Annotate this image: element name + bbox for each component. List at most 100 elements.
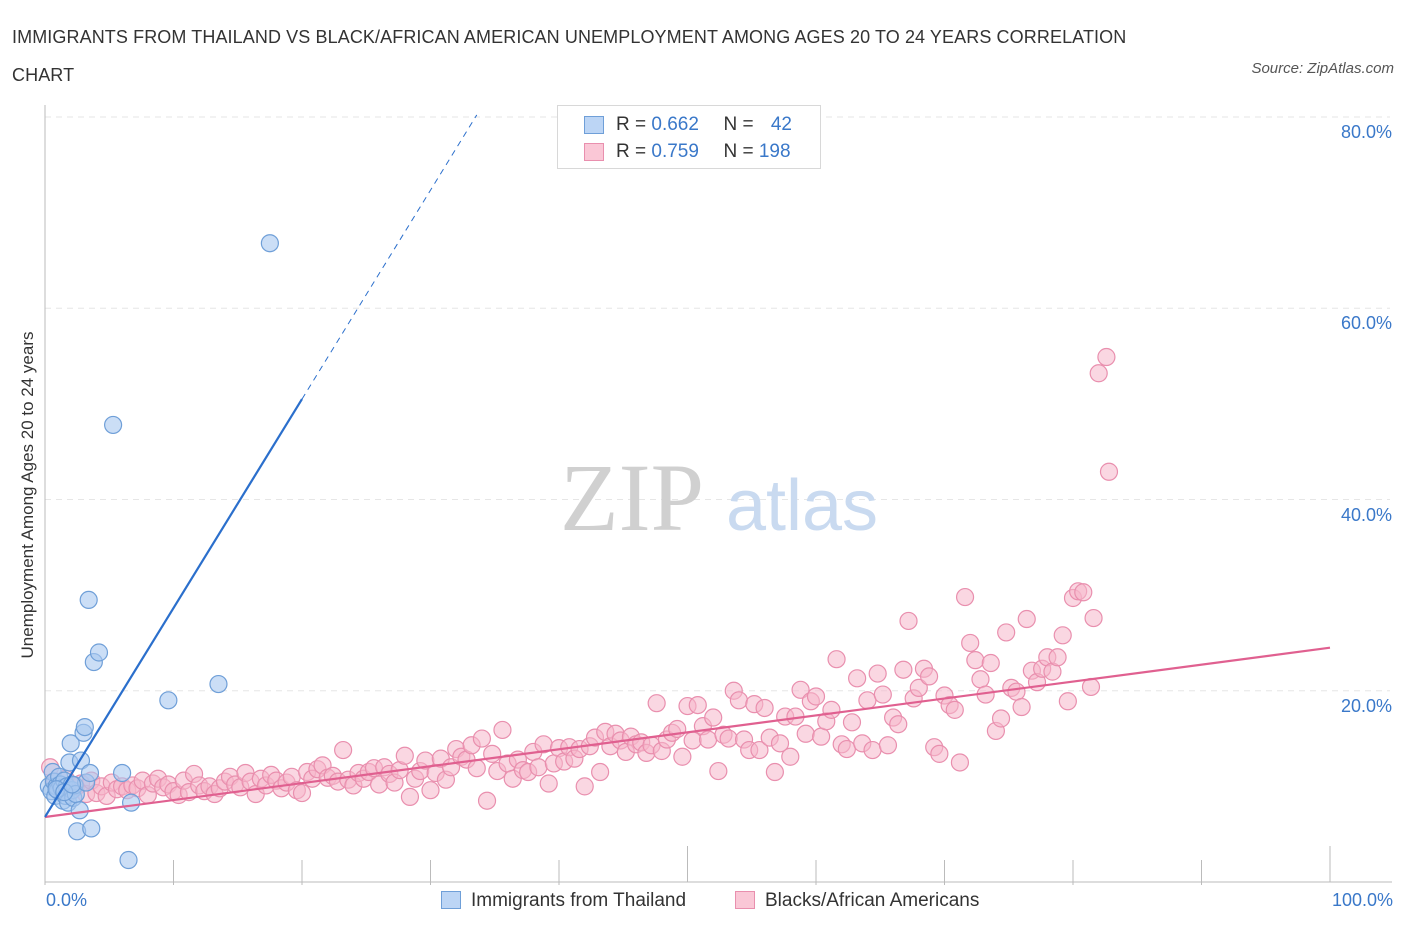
legend-item-thailand: Immigrants from Thailand (441, 888, 686, 914)
black-point (1074, 583, 1093, 602)
black-point (467, 759, 486, 778)
thailand-swatch (584, 116, 604, 134)
black-point (791, 680, 810, 699)
black-point (1007, 682, 1026, 701)
r-label: R = (616, 114, 652, 135)
n-label: N = (723, 114, 759, 135)
n-label: N = (723, 141, 759, 162)
black-point (1089, 364, 1108, 383)
y-tick-label: 40.0% (1340, 504, 1392, 525)
thailand-point (119, 850, 138, 870)
black-point (868, 664, 887, 683)
x-tick-min: 0.0% (46, 890, 88, 910)
black-point (889, 715, 908, 734)
black-point (894, 660, 913, 679)
thailand-point (121, 793, 141, 812)
black-point (709, 761, 728, 781)
black-point (395, 746, 414, 765)
black-point (950, 753, 970, 772)
black-point (719, 729, 738, 748)
thailand-point (260, 234, 279, 253)
thailand-point (75, 717, 94, 737)
axes (44, 105, 1392, 885)
black-point (421, 781, 440, 800)
watermark-atlas: atlas (726, 466, 878, 546)
thailand-point (89, 643, 109, 662)
black-point (991, 709, 1011, 728)
black-point (750, 740, 769, 760)
y-tick-label: 80.0% (1340, 122, 1392, 142)
chart-title: IMMIGRANTS FROM THAILAND VS BLACK/AFRICA… (12, 27, 1127, 85)
grid-lines (45, 116, 1390, 692)
black-point (591, 762, 610, 782)
black-point (919, 667, 939, 686)
black-point (688, 695, 707, 715)
black-legend-swatch (735, 891, 755, 909)
black-point (930, 744, 949, 763)
black-point (858, 691, 877, 710)
black-point (770, 734, 790, 753)
black-series-points (41, 347, 1119, 810)
trend-lines (44, 114, 1331, 819)
thailand-point (159, 691, 178, 710)
black-point (704, 708, 723, 727)
thailand-point (80, 763, 100, 783)
black-trend-line (44, 646, 1331, 819)
thailand-point (209, 674, 228, 694)
black-point (334, 740, 353, 760)
thailand-legend-label: Immigrants from Thailand (471, 890, 687, 911)
thailand-point (112, 763, 132, 783)
black-point (848, 669, 867, 688)
source-label: Source: ZipAtlas.com (1251, 60, 1394, 77)
x-tick-max: 100.0% (1331, 890, 1393, 910)
thailand-point (79, 590, 98, 610)
black-point (477, 791, 497, 810)
black-point (529, 758, 548, 777)
n-value-thailand: 42 (770, 114, 792, 135)
black-point (292, 783, 312, 803)
black-point (539, 774, 558, 793)
black-point (961, 633, 980, 653)
thailand-series-points (39, 234, 279, 870)
stats-legend: R = 0.662 N = 42 R = 0.759 N = 198 (557, 105, 821, 169)
black-point (765, 762, 784, 782)
thailand-legend-swatch (441, 891, 461, 909)
thailand-point (104, 415, 123, 435)
thailand-point (82, 819, 101, 838)
black-point (878, 736, 898, 755)
black-point (1053, 626, 1072, 645)
black-point (997, 623, 1016, 642)
black-point (493, 720, 512, 740)
black-point (971, 670, 990, 689)
black-point (945, 700, 964, 719)
black-point (1017, 609, 1036, 629)
black-point (472, 729, 491, 748)
black-point (822, 700, 841, 719)
black-point (729, 691, 749, 710)
black-point (1048, 648, 1067, 667)
thailand-trend-extension (301, 114, 478, 400)
black-swatch (584, 143, 604, 161)
black-point (899, 611, 918, 631)
black-point (1097, 347, 1116, 367)
black-point (909, 678, 928, 697)
black-point (837, 739, 856, 759)
black-point (673, 747, 692, 766)
black-point (781, 747, 800, 766)
black-point (981, 653, 1000, 673)
black-point (1084, 608, 1103, 628)
watermark-zip: ZIP (560, 444, 704, 551)
black-point (1099, 462, 1119, 481)
black-point (812, 727, 831, 746)
black-point (400, 787, 420, 806)
thailand-trend-line (44, 398, 303, 818)
black-legend-label: Blacks/African Americans (765, 890, 980, 911)
r-label: R = (616, 141, 652, 162)
y-tick-label: 20.0% (1340, 695, 1392, 716)
n-value-black: 198 (758, 141, 791, 162)
black-point (755, 698, 774, 718)
black-point (806, 687, 826, 706)
black-point (698, 730, 718, 749)
black-point (575, 777, 594, 796)
thailand-point (61, 734, 80, 753)
